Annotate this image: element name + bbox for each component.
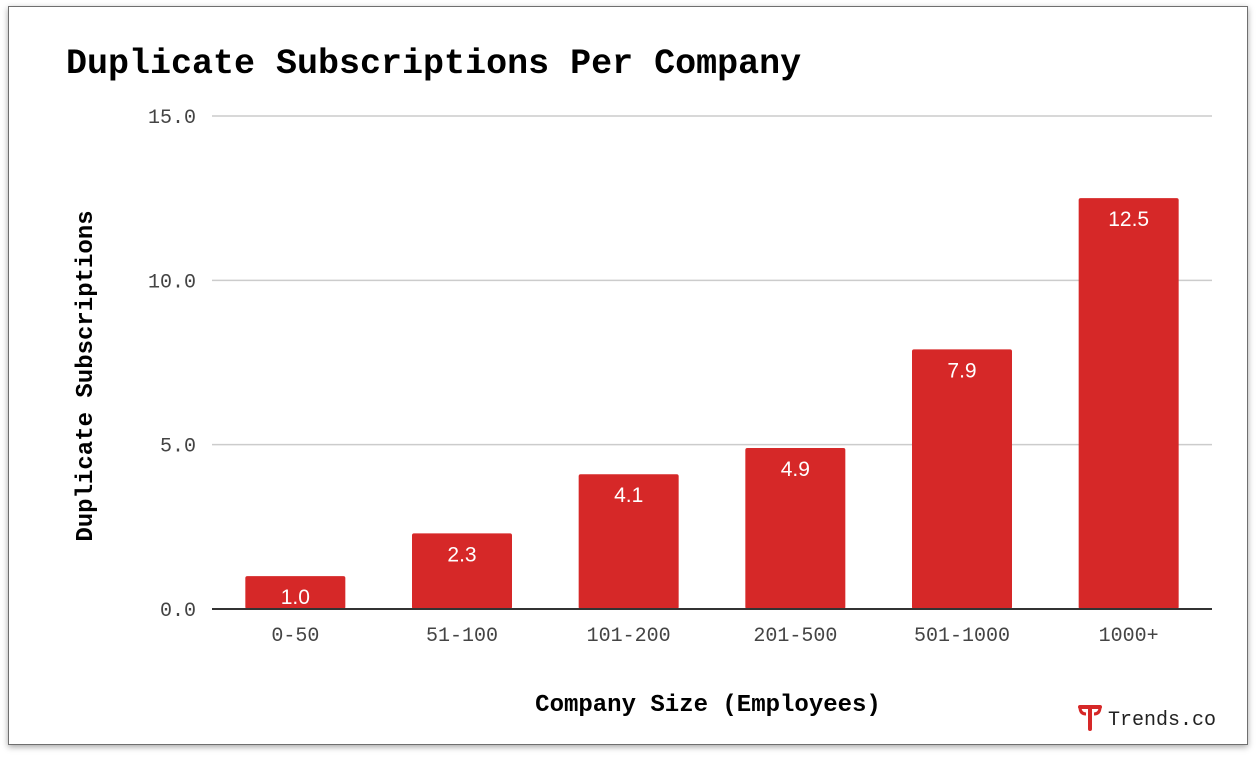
x-axis-ticks: 0-50 51-100 101-200 201-500 501-1000 1000+ bbox=[271, 625, 1158, 648]
y-tick-label: 15.0 bbox=[148, 107, 196, 130]
y-tick-label: 0.0 bbox=[160, 600, 196, 623]
x-tick-label: 501-1000 bbox=[914, 625, 1010, 648]
bar bbox=[578, 474, 679, 609]
bar bbox=[1078, 198, 1179, 609]
bars: 1.0 2.3 4.1 4.9 7.9 12.5 bbox=[245, 198, 1179, 609]
y-tick-label: 5.0 bbox=[160, 436, 196, 459]
brand-name: Trends.co bbox=[1108, 709, 1216, 732]
x-tick-label: 51-100 bbox=[426, 625, 498, 648]
y-axis-ticks: 0.0 5.0 10.0 15.0 bbox=[148, 107, 196, 623]
bar-data-label: 7.9 bbox=[947, 359, 976, 382]
bar-data-label: 4.1 bbox=[614, 484, 643, 507]
chart-title: Duplicate Subscriptions Per Company bbox=[66, 44, 801, 84]
x-tick-label: 1000+ bbox=[1099, 625, 1159, 648]
bar bbox=[745, 447, 846, 609]
bar-data-label: 1.0 bbox=[281, 586, 310, 609]
y-tick-label: 10.0 bbox=[148, 271, 196, 294]
x-axis-label: Company Size (Employees) bbox=[535, 692, 881, 719]
chart-card bbox=[8, 6, 1248, 745]
trends-t-logo-icon bbox=[1078, 705, 1102, 731]
brand-logo: Trends.co bbox=[1078, 705, 1216, 732]
y-axis-label: Duplicate Subscriptions bbox=[73, 210, 100, 541]
bar bbox=[245, 576, 346, 609]
x-tick-label: 101-200 bbox=[587, 625, 671, 648]
bar bbox=[412, 533, 512, 609]
x-tick-label: 0-50 bbox=[271, 625, 319, 648]
x-tick-label: 201-500 bbox=[753, 625, 837, 648]
bar-data-label: 2.3 bbox=[447, 543, 476, 566]
bar-data-label: 12.5 bbox=[1108, 208, 1149, 231]
bar-data-label: 4.9 bbox=[781, 458, 810, 481]
bar bbox=[912, 349, 1012, 609]
gridlines bbox=[212, 115, 1212, 446]
